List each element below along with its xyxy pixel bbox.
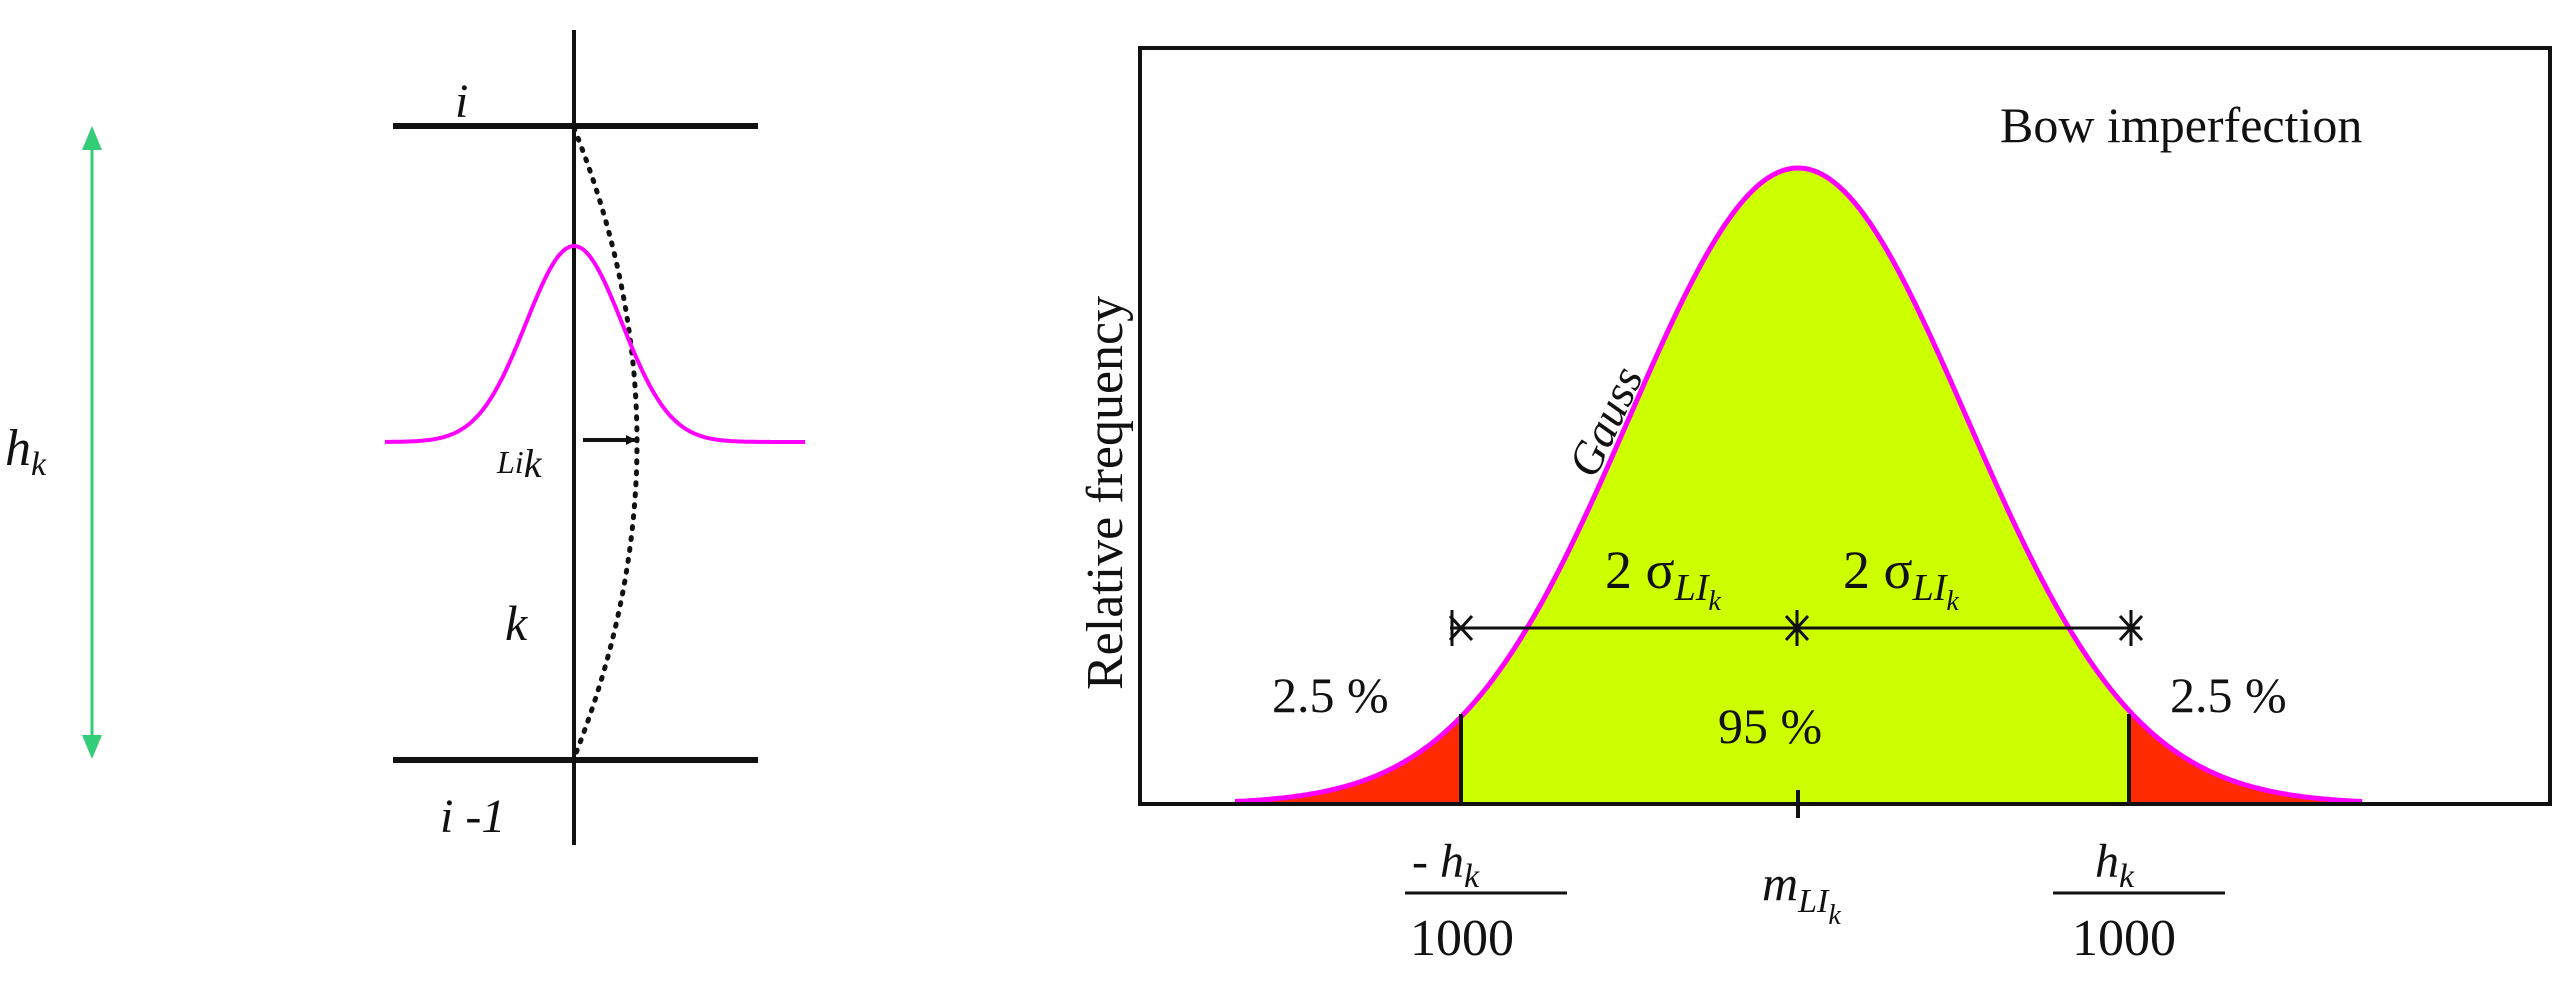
storey-label: k [505, 595, 528, 651]
svg-text:mLIk: mLIk [1762, 855, 1841, 931]
bowed-column-curve [571, 125, 640, 761]
gauss-curve [1234, 165, 2363, 805]
sigma-label-right: 2 σLIk [1843, 540, 1959, 617]
distribution-chart: Bow imperfection Relative frequency Gaus… [1077, 46, 2552, 967]
storey-height-arrow [82, 126, 102, 759]
tick-label-left: - hk 1000 [1405, 835, 1567, 967]
svg-text:1000: 1000 [1410, 910, 1514, 967]
left-tail-fill [1235, 716, 1461, 804]
left-tail-percentage: 2.5 % [1272, 667, 1389, 723]
local-gauss-curve [385, 244, 805, 444]
sigma-dimension-line [1448, 610, 2144, 646]
sigma-label-left: 2 σLIk [1605, 540, 1721, 617]
right-tail-fill [2129, 710, 2362, 804]
svg-text:hk: hk [2095, 835, 2135, 895]
floor-label-bottom: i -1 [440, 790, 505, 843]
right-tail-percentage: 2.5 % [2170, 667, 2287, 723]
y-axis-label: Relative frequency [1077, 296, 1134, 690]
chart-title: Bow imperfection [2000, 97, 2362, 153]
chart-frame [1138, 46, 2552, 806]
center-fill-95 [1461, 168, 2129, 804]
tick-label-center: mLIk [1762, 855, 1841, 931]
center-percentage: 95 % [1718, 698, 1822, 754]
tick-label-right: hk 1000 [2053, 835, 2225, 967]
floor-label-top: i [455, 75, 468, 128]
storey-height-label: hk [5, 420, 47, 483]
storey-diagram: hk i i -1 k Lik [5, 30, 805, 845]
svg-text:- hk: - hk [1412, 835, 1480, 895]
svg-text:1000: 1000 [2072, 910, 2176, 967]
imperfection-label: Lik [496, 441, 543, 486]
